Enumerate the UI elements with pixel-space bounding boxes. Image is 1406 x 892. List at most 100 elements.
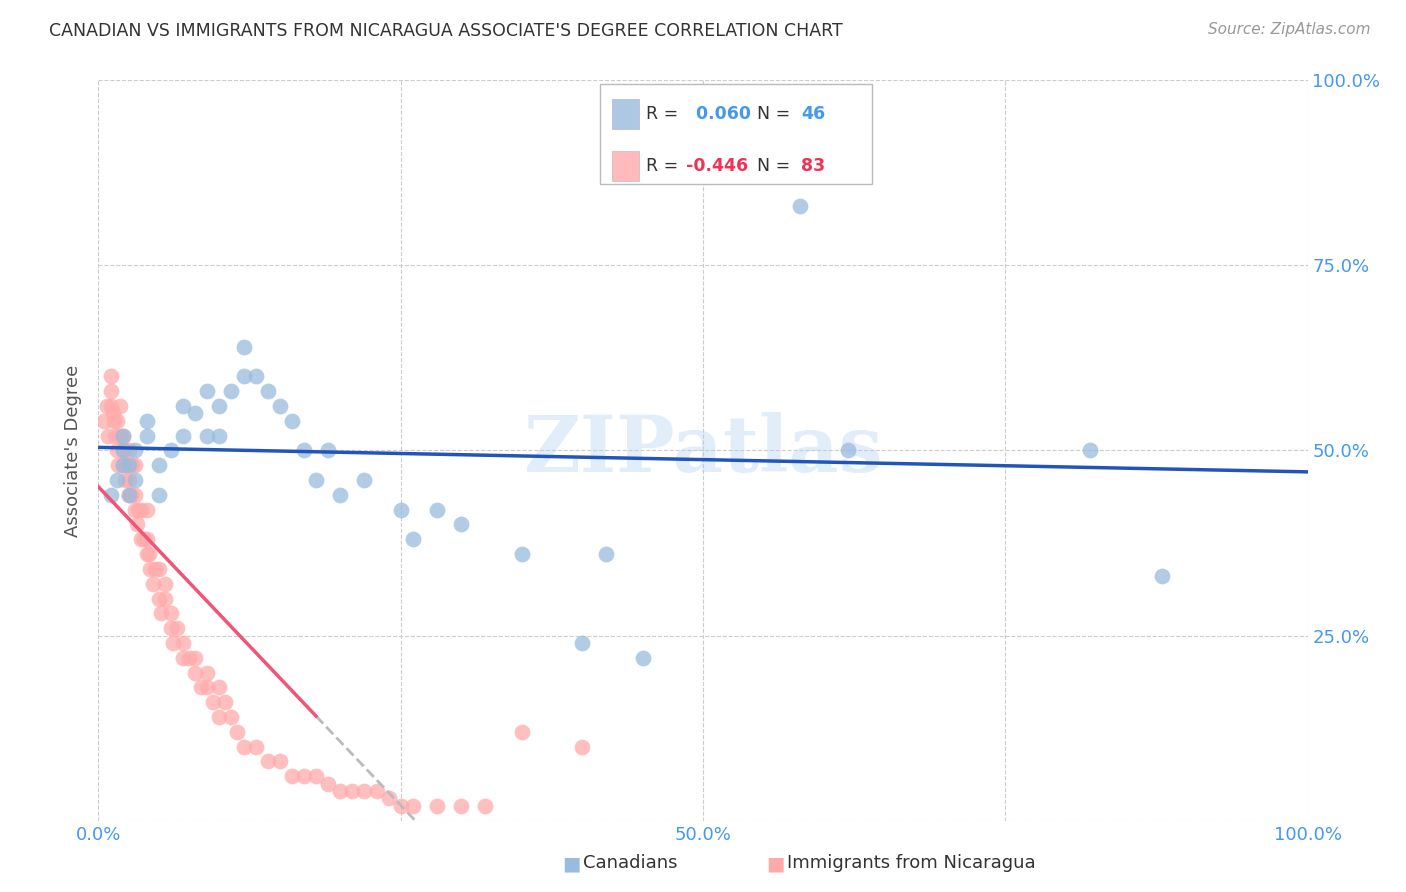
Point <box>127 517 149 532</box>
Point <box>124 488 146 502</box>
Point <box>195 681 218 695</box>
Point <box>153 576 176 591</box>
Point <box>124 458 146 473</box>
Point <box>402 798 425 813</box>
Point <box>510 547 533 561</box>
Point <box>353 473 375 487</box>
Point <box>108 428 131 442</box>
Point <box>245 739 267 754</box>
Text: 83: 83 <box>801 157 825 175</box>
Point <box>221 710 243 724</box>
Point <box>138 547 160 561</box>
Point <box>139 562 162 576</box>
Point <box>245 369 267 384</box>
Point <box>190 681 212 695</box>
Point <box>129 533 152 547</box>
Point <box>160 443 183 458</box>
Point <box>111 443 134 458</box>
Point <box>184 407 207 421</box>
Point <box>148 488 170 502</box>
Text: N =: N = <box>758 105 796 123</box>
Point <box>100 384 122 399</box>
Point <box>1078 443 1101 458</box>
Point <box>111 443 134 458</box>
Text: -0.446: -0.446 <box>686 157 748 175</box>
Point <box>135 533 157 547</box>
Point <box>402 533 425 547</box>
Point <box>172 399 194 413</box>
Point <box>118 458 141 473</box>
Point <box>316 443 339 458</box>
Point <box>111 428 134 442</box>
Point <box>135 547 157 561</box>
Point <box>571 739 593 754</box>
Point <box>111 458 134 473</box>
Point <box>135 414 157 428</box>
Text: ZIPatlas: ZIPatlas <box>523 412 883 489</box>
Point <box>127 502 149 516</box>
Point <box>1152 569 1174 583</box>
Point <box>450 798 472 813</box>
Point <box>353 784 375 798</box>
Point <box>129 502 152 516</box>
Point <box>292 769 315 783</box>
Point <box>281 414 304 428</box>
Point <box>148 458 170 473</box>
Point <box>281 769 304 783</box>
Point <box>104 428 127 442</box>
Point <box>329 488 352 502</box>
Point <box>118 473 141 487</box>
Point <box>377 791 399 805</box>
Point <box>232 739 254 754</box>
Point <box>108 399 131 413</box>
Point <box>389 798 412 813</box>
Point <box>269 399 291 413</box>
Point <box>118 443 141 458</box>
Text: Canadians: Canadians <box>583 855 678 872</box>
Point <box>256 384 278 399</box>
Point <box>837 443 859 458</box>
Point <box>342 784 364 798</box>
Point <box>226 724 249 739</box>
Bar <box>613 151 638 181</box>
Point <box>105 414 128 428</box>
Point <box>305 473 328 487</box>
Point <box>111 458 134 473</box>
Point <box>208 681 231 695</box>
Point <box>166 621 188 635</box>
Point <box>135 502 157 516</box>
Point <box>114 473 136 487</box>
Point <box>105 443 128 458</box>
Point <box>160 607 183 621</box>
Point <box>124 443 146 458</box>
Text: 46: 46 <box>801 105 825 123</box>
Point <box>208 428 231 442</box>
Point <box>97 428 120 442</box>
Point <box>221 384 243 399</box>
Point <box>571 636 593 650</box>
Point <box>105 473 128 487</box>
Point <box>114 443 136 458</box>
Point <box>172 636 194 650</box>
FancyBboxPatch shape <box>600 84 872 184</box>
Point <box>93 414 115 428</box>
Text: R =: R = <box>647 105 683 123</box>
Point <box>148 562 170 576</box>
Point <box>150 607 173 621</box>
Point <box>118 488 141 502</box>
Point <box>111 428 134 442</box>
Point <box>135 428 157 442</box>
Point <box>153 591 176 606</box>
Point <box>232 340 254 354</box>
Text: CANADIAN VS IMMIGRANTS FROM NICARAGUA ASSOCIATE'S DEGREE CORRELATION CHART: CANADIAN VS IMMIGRANTS FROM NICARAGUA AS… <box>49 22 844 40</box>
Point <box>426 502 449 516</box>
Point <box>305 769 328 783</box>
Point <box>208 710 231 724</box>
Point <box>124 473 146 487</box>
Point <box>101 407 124 421</box>
Text: ■: ■ <box>766 854 785 873</box>
Point <box>195 665 218 680</box>
Point <box>143 562 166 576</box>
Point <box>107 458 129 473</box>
Point <box>789 199 811 213</box>
